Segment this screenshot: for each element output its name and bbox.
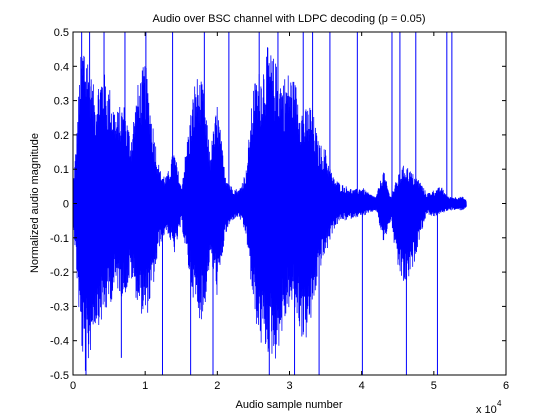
x-tick-label: 6 xyxy=(503,380,509,392)
x-tick-label: 4 xyxy=(359,380,365,392)
x-tick-label: 3 xyxy=(286,380,292,392)
y-tick-label: -0.5 xyxy=(50,370,69,382)
x-tick-label: 2 xyxy=(214,380,220,392)
y-tick-label: 0.3 xyxy=(54,96,69,108)
x-multiplier-label: x 10 xyxy=(476,404,497,416)
y-tick-label: 0.1 xyxy=(54,164,69,176)
y-tick-label: 0.2 xyxy=(54,130,69,142)
x-axis-label: Audio sample number xyxy=(235,399,342,411)
x-tick-label: 1 xyxy=(142,380,148,392)
y-tick-label: 0.4 xyxy=(54,61,69,73)
y-tick-label: -0.4 xyxy=(50,336,69,348)
x-multiplier-exponent: 4 xyxy=(497,399,502,408)
y-tick-label: 0.5 xyxy=(54,27,69,39)
tick-layer: 0 1 2 3 4 5 6 -0.5 -0.4 -0.3 -0.2 -0.1 0 0.1 0.2 0.3 0.4… xyxy=(50,27,509,392)
x-tick-label: 5 xyxy=(431,380,437,392)
y-tick-label: 0 xyxy=(63,199,69,211)
audio-waveform-line xyxy=(73,47,467,371)
chart-title: Audio over BSC channel with LDPC decodin… xyxy=(152,13,425,25)
y-axis-label: Normalized audio magnitude xyxy=(29,133,41,273)
y-tick-label: -0.1 xyxy=(50,233,69,245)
plot-area xyxy=(73,32,467,375)
y-tick-label: -0.2 xyxy=(50,267,69,279)
y-tick-label: -0.3 xyxy=(50,301,69,313)
x-tick-label: 0 xyxy=(70,380,76,392)
series-layer xyxy=(73,32,467,375)
